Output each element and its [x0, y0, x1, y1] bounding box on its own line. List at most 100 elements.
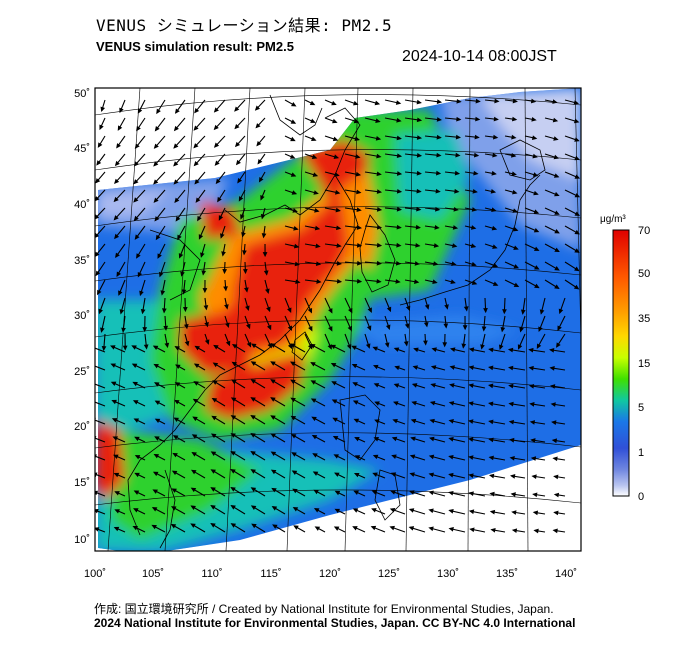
wind-arrow-head — [116, 271, 122, 278]
wind-arrow-head — [403, 341, 409, 347]
colorbar-label-35: 35 — [638, 313, 650, 325]
wind-arrow-head — [95, 270, 101, 277]
wind-arrow-head — [183, 323, 189, 330]
lon-label-105: 105˚ — [142, 568, 164, 580]
wind-arrow-head — [429, 400, 436, 406]
wind-arrow-head — [450, 279, 456, 284]
wind-arrow-head — [353, 418, 360, 424]
wind-arrow-head — [513, 264, 520, 269]
wind-arrow-head — [529, 402, 535, 407]
wind-arrow-head — [508, 419, 515, 425]
wind-arrow-head — [511, 116, 518, 122]
wind-arrow-head — [250, 361, 257, 366]
wind-arrow-head — [308, 325, 313, 332]
wind-arrow-head — [175, 216, 181, 222]
wind-arrow-head — [351, 363, 358, 369]
wind-arrow-head — [231, 379, 237, 385]
wind-arrow-head — [184, 340, 190, 347]
wind-arrow-head — [532, 172, 539, 177]
wind-arrow-head — [151, 524, 157, 530]
wind-arrow-head — [332, 436, 339, 441]
wind-arrow-head — [372, 454, 379, 460]
wind-arrow-head — [448, 472, 454, 478]
wind-arrow-head — [294, 261, 300, 267]
wind-arrow-head — [354, 455, 361, 460]
wind-arrow-head — [511, 528, 518, 534]
wind-arrow-head — [136, 125, 141, 132]
wind-arrow-head — [312, 172, 319, 177]
wind-arrow-head — [194, 108, 200, 114]
wind-arrow-head — [142, 327, 148, 333]
wind-arrow-head — [468, 509, 475, 515]
wind-arrow-head — [434, 225, 440, 230]
wind-arrow-head — [250, 505, 257, 511]
wind-arrow-head — [468, 419, 474, 424]
wind-arrow-head — [242, 269, 248, 275]
wind-arrow-head — [553, 510, 559, 516]
wind-arrow-head — [173, 143, 179, 149]
wind-arrow-head — [376, 278, 382, 284]
wind-arrow-head — [110, 345, 116, 350]
wind-arrow-head — [231, 361, 238, 367]
colorbar-label-5: 5 — [638, 402, 644, 414]
wind-arrow-head — [508, 365, 514, 371]
wind-arrow-head — [356, 207, 362, 213]
wind-arrow-head — [230, 523, 237, 528]
wind-arrow-head — [293, 525, 299, 530]
wind-arrow-head — [95, 399, 96, 402]
wind-arrow-head — [395, 260, 402, 266]
wind-arrow-head — [134, 436, 140, 442]
wind-arrow-head — [192, 416, 198, 422]
wind-arrow-head — [409, 454, 416, 460]
wind-arrow-head — [193, 125, 199, 131]
wind-arrow-head — [190, 523, 196, 528]
wind-arrow-head — [396, 171, 403, 176]
wind-arrow-head — [452, 243, 458, 248]
wind-arrow-head — [131, 345, 137, 350]
wind-arrow-head — [153, 143, 159, 149]
wind-arrow-head — [292, 208, 298, 213]
wind-arrow-head — [153, 161, 159, 167]
wind-arrow-head — [241, 232, 246, 238]
wind-arrow-head — [557, 325, 562, 332]
wind-arrow-head — [428, 454, 435, 460]
lon-label-120: 120˚ — [319, 568, 341, 580]
wind-arrow-head — [336, 243, 342, 248]
wind-arrow-head — [390, 490, 396, 495]
wind-arrow-head — [254, 105, 261, 111]
wind-arrow-head — [512, 98, 518, 104]
wind-arrow-head — [414, 279, 420, 284]
wind-arrow-head — [113, 196, 119, 203]
wind-arrow-head — [223, 286, 228, 292]
wind-arrow-head — [428, 526, 434, 532]
wind-arrow-head — [492, 244, 498, 249]
wind-arrow-head — [332, 417, 338, 423]
wind-arrow-head — [230, 397, 237, 402]
wind-arrow-head — [536, 343, 542, 350]
wind-arrow-head — [372, 346, 378, 351]
wind-arrow-head — [270, 343, 276, 348]
lon-label-115: 115˚ — [260, 568, 281, 580]
wind-arrow-head — [234, 124, 240, 130]
wind-arrow-head — [533, 190, 539, 196]
wind-arrow-head — [172, 452, 178, 458]
wind-arrow-head — [95, 196, 100, 202]
wind-arrow-head — [119, 107, 124, 114]
wind-arrow-head — [292, 488, 298, 494]
wind-arrow-head — [97, 142, 103, 148]
wind-arrow-head — [136, 253, 141, 259]
wind-arrow-head — [528, 347, 534, 353]
wind-arrow-head — [309, 100, 316, 106]
wind-arrow-head — [90, 346, 93, 349]
wind-arrow-head — [551, 420, 557, 425]
wind-arrow-head — [356, 225, 363, 230]
wind-arrow-head — [133, 197, 139, 203]
colorbar-label-1: 1 — [638, 447, 644, 459]
wind-arrow-head — [456, 98, 462, 104]
wind-arrow-head — [483, 307, 488, 314]
wind-arrow-head — [474, 134, 480, 140]
wind-arrow-head — [174, 197, 180, 204]
wind-arrow-head — [204, 322, 209, 328]
wind-arrow-head — [574, 266, 580, 272]
wind-arrow-head — [161, 308, 167, 314]
